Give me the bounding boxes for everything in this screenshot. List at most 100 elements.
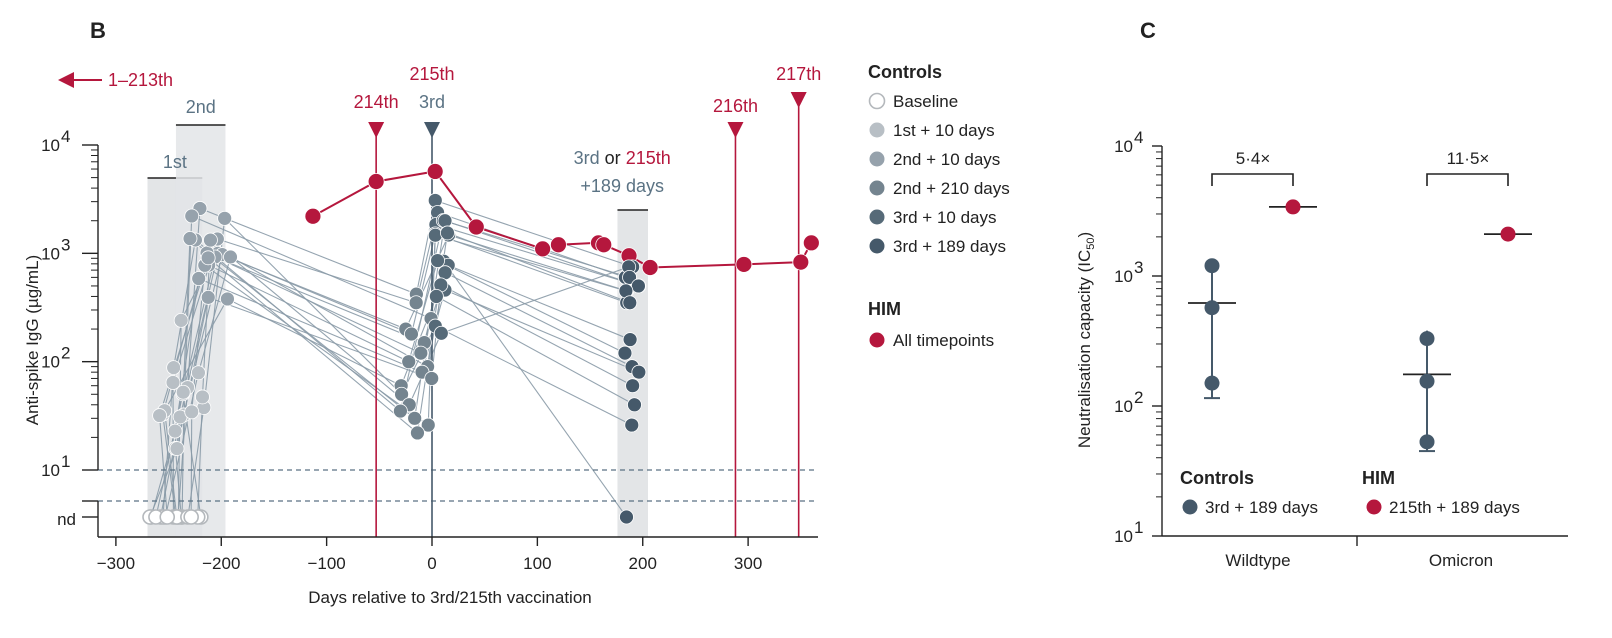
control-point: [195, 389, 210, 405]
legend-marker: [869, 122, 885, 138]
him-series: [304, 163, 820, 276]
trajectory-segment: [405, 234, 450, 330]
control-point: [173, 312, 189, 328]
x-tick-label: −100: [307, 554, 345, 573]
control-point: [203, 232, 218, 248]
him-vaccination-marker: [790, 92, 807, 108]
him-point: [1500, 226, 1516, 242]
legend-marker: [869, 209, 885, 225]
trajectory-segment: [190, 411, 193, 518]
control-points: [142, 193, 647, 525]
x-axis-label: Days relative to 3rd/215th vaccination: [308, 588, 592, 607]
control-point: [404, 326, 419, 342]
y-tick-label: 10: [41, 244, 60, 263]
window-label-189: 3rd or 215th: [574, 148, 671, 168]
legend-item-label: 3rd + 189 days: [893, 237, 1006, 256]
x-ticks: −300 −200 −100 0 100 200 300: [97, 537, 762, 573]
legend-c-him-marker: [1366, 499, 1382, 515]
legend-him-title: HIM: [868, 299, 901, 319]
legend-him-marker: [869, 332, 885, 348]
control-point: [165, 375, 181, 390]
him-point: [802, 234, 820, 252]
him-point: [595, 236, 613, 254]
trajectory-segment: [440, 284, 633, 387]
him-line: [312, 170, 813, 269]
baseline-point: [159, 509, 176, 525]
dose3-label: 3rd: [419, 92, 445, 112]
vaccination-markers: 214th 215th 216th 217th: [354, 64, 821, 537]
shaded-window: [175, 125, 226, 537]
trajectory-segment: [435, 199, 633, 268]
category-wildtype: Wildtype: [1225, 551, 1290, 570]
control-point: [631, 278, 646, 294]
control-point: [191, 271, 207, 286]
control-point: [427, 227, 443, 243]
control-point: [167, 423, 183, 439]
trajectory-segment: [208, 296, 432, 379]
trajectory-segment: [197, 396, 204, 518]
trajectory-segment: [214, 256, 425, 344]
panel-c-letter: C: [1140, 18, 1156, 43]
trajectory-segment: [399, 220, 444, 412]
control-point: [1419, 434, 1435, 450]
trajectory-segment: [227, 298, 402, 387]
trajectory-segment: [436, 295, 635, 406]
c-y-tick-exponent: 2: [1134, 388, 1143, 407]
legend-item-label: 1st + 10 days: [893, 121, 995, 140]
control-point: [1419, 373, 1435, 389]
him-point: [550, 236, 567, 254]
control-point: [175, 384, 191, 400]
trajectory-segment: [198, 278, 423, 373]
legend-controls-title: Controls: [868, 62, 942, 82]
control-point: [1204, 375, 1220, 391]
control-point: [437, 213, 453, 229]
window-label-days: +189 days: [580, 176, 664, 196]
control-point: [424, 371, 440, 386]
control-point: [191, 365, 206, 381]
window-label-1st: 1st: [163, 152, 187, 172]
trajectory-segment: [174, 278, 200, 432]
fold-bracket-omicron: [1426, 173, 1509, 186]
control-point: [1204, 258, 1220, 274]
baseline-point: [183, 509, 199, 525]
trajectory-segment: [159, 415, 168, 518]
y-tick-exponent: 3: [61, 235, 70, 254]
x-tick-label: 200: [629, 554, 657, 573]
x-tick-label: 100: [523, 554, 551, 573]
trajectory-segment: [207, 257, 418, 434]
control-point: [407, 410, 423, 426]
trajectory-segment: [443, 260, 627, 518]
legend-item-label: Baseline: [893, 92, 958, 111]
panel-b-letter: B: [90, 18, 106, 43]
nd-label: nd: [57, 510, 76, 529]
c-ylabel-main: Neutralisation capacity (IC: [1075, 250, 1094, 448]
him-vaccination-label: 214th: [354, 92, 399, 112]
him-vaccination-marker: [368, 122, 385, 138]
control-point: [200, 250, 216, 266]
legend-marker: [868, 92, 886, 110]
y-tick-label: 10: [41, 136, 60, 155]
y-axis-label: Anti-spike IgG (µg/mL): [23, 255, 42, 425]
him-point: [426, 163, 444, 180]
control-point: [408, 295, 424, 311]
c-y-tick-label: 10: [1114, 267, 1133, 286]
control-point: [166, 360, 182, 376]
control-point: [627, 397, 642, 413]
control-point: [619, 509, 634, 525]
c-y-tick-label: 10: [1114, 137, 1133, 156]
him-vaccination-label: 217th: [776, 64, 821, 84]
control-point: [622, 332, 638, 347]
x-tick-label: −200: [202, 554, 240, 573]
him-point: [304, 207, 322, 225]
control-point: [427, 193, 443, 208]
control-point: [428, 289, 444, 304]
legend-c-him-title: HIM: [1362, 468, 1395, 488]
control-point: [184, 208, 200, 224]
legend-c-controls-item: 3rd + 189 days: [1205, 498, 1318, 517]
legend-him-item: All timepoints: [893, 331, 994, 350]
control-point: [622, 295, 638, 311]
